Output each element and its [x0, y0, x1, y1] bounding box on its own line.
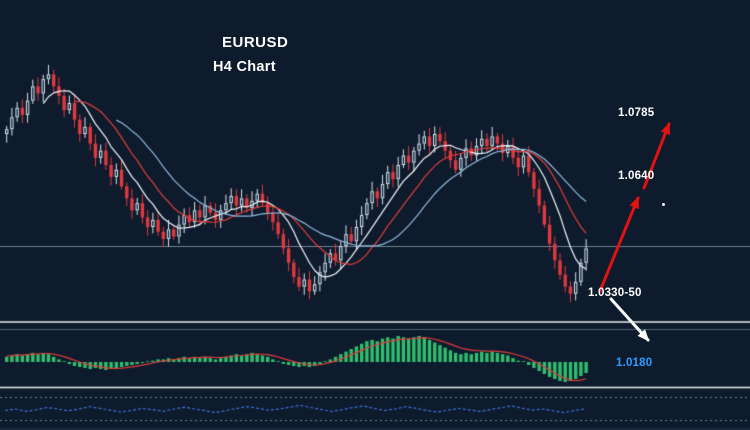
marker-dot — [662, 203, 665, 206]
price-label-downside-target: 1.0180 — [616, 357, 653, 369]
price-label-resistance-lower: 1.0640 — [618, 170, 655, 182]
symbol-title: EURUSD — [222, 34, 289, 51]
price-label-support-zone: 1.0330-50 — [588, 287, 642, 299]
price-label-resistance-upper: 1.0785 — [618, 107, 655, 119]
timeframe-title: H4 Chart — [213, 59, 276, 75]
chart-title-block: EURUSD H4 Chart — [213, 34, 288, 75]
